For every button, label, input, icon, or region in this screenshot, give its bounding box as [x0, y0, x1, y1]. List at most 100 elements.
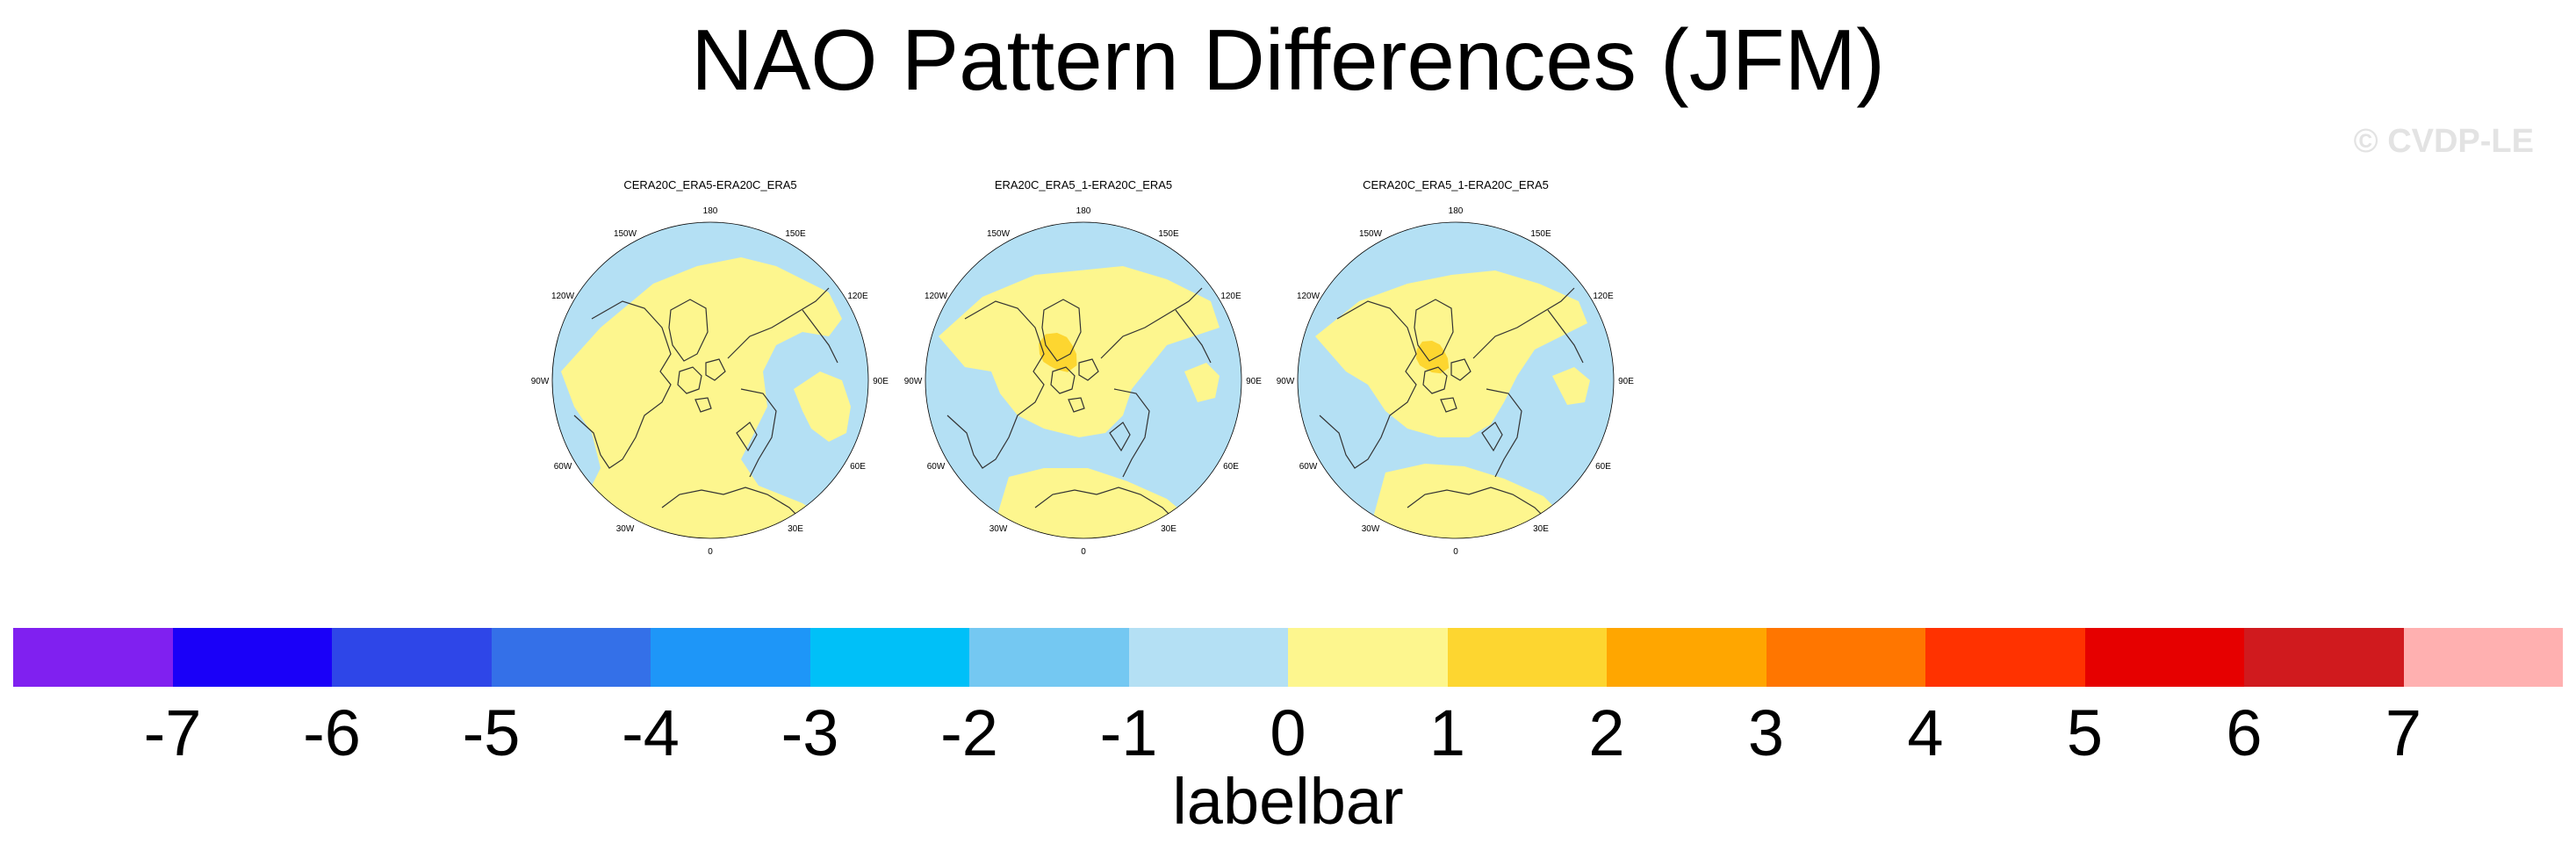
polar-map: 180 150E 120E 90E 60E 30E 0 30W 60W 90W 120W 150W — [1277, 206, 1635, 557]
labelbar-caption: labelbar — [1172, 765, 1404, 838]
longitude-label: 150W — [614, 229, 637, 239]
labelbar-swatch — [332, 628, 492, 687]
longitude-label: 150W — [1359, 229, 1383, 239]
map-boundary — [1297, 221, 1615, 539]
labelbar-swatch — [1128, 628, 1288, 687]
labelbar-tick-label: -4 — [622, 696, 680, 769]
positive-anomaly-area — [561, 257, 842, 538]
coastline — [727, 287, 830, 359]
longitude-label: 60W — [927, 462, 946, 472]
positive-anomaly-area — [1315, 270, 1587, 437]
labelbar-swatch — [2084, 628, 2244, 687]
coastline — [1486, 388, 1522, 478]
longitude-label: 180 — [1076, 206, 1091, 216]
coastline — [1175, 309, 1212, 364]
coastline — [802, 309, 838, 364]
coastline — [740, 388, 777, 478]
positive-anomaly-area — [794, 371, 851, 442]
labelbar-swatch — [1925, 628, 2085, 687]
map-boundary — [551, 221, 869, 539]
longitude-label: 120W — [925, 292, 948, 301]
labelbar-tick-label: 1 — [1428, 696, 1466, 769]
panel-title: CERA20C_ERA5-ERA20C_ERA5 — [623, 178, 797, 191]
anomaly-1-to-2-area — [1416, 341, 1450, 374]
labelbar-tick-label: -1 — [1099, 696, 1158, 769]
longitude-label: 30W — [616, 524, 635, 534]
labelbar-swatch — [1288, 628, 1448, 687]
anomaly-1-to-2-area — [1039, 333, 1077, 372]
positive-anomaly-area — [1184, 363, 1220, 402]
coastline — [1041, 299, 1082, 362]
map-panel-3: CERA20C_ERA5_1-ERA20C_ERA5 180 150E 120E 90… — [1277, 178, 1635, 558]
longitude-label: 120W — [1297, 292, 1320, 301]
coastline — [946, 300, 1045, 469]
labelbar-swatch — [491, 628, 651, 687]
labelbar-swatch — [1766, 628, 1925, 687]
polar-map: 180 150E 120E 90E 60E 30E 0 30W 60W 90W 120W 150W — [531, 206, 889, 557]
longitude-label: 60W — [1299, 462, 1318, 472]
coastline — [1050, 366, 1076, 394]
labelbar-swatch — [172, 628, 332, 687]
labelbar — [13, 628, 2563, 687]
labelbar-swatch — [651, 628, 810, 687]
labelbar-tick-label: 2 — [1588, 696, 1625, 769]
labelbar-tick-label: -7 — [143, 696, 202, 769]
coastline — [705, 358, 726, 381]
labelbar-tick-label: 0 — [1270, 696, 1306, 769]
longitude-label: 60E — [1595, 462, 1611, 472]
longitude-label: 30W — [1362, 524, 1380, 534]
labelbar-swatch — [969, 628, 1129, 687]
panel-title: CERA20C_ERA5_1-ERA20C_ERA5 — [1363, 178, 1549, 191]
coastline — [694, 397, 712, 413]
map-field — [925, 222, 1241, 538]
coastlines — [1319, 287, 1584, 537]
longitude-label: 30E — [788, 524, 803, 534]
labelbar-tick-label: 4 — [1907, 696, 1944, 769]
labelbar-swatch — [2403, 628, 2563, 687]
longitude-label: 30E — [1533, 524, 1549, 534]
longitude-label: 150W — [987, 229, 1011, 239]
labelbar-tick-label: 7 — [2385, 696, 2422, 769]
labelbar-swatch — [1607, 628, 1767, 687]
coastlines — [946, 287, 1212, 537]
coastline — [677, 366, 702, 394]
longitude-label: 90E — [1246, 377, 1262, 386]
coastline — [1319, 300, 1417, 469]
longitude-label: 90W — [904, 377, 923, 386]
map-boundary — [925, 221, 1242, 539]
labelbar-tick-label: 5 — [2066, 696, 2104, 769]
longitude-label: 120E — [1593, 292, 1614, 301]
coastline — [736, 422, 758, 452]
longitude-label: 90E — [873, 377, 889, 386]
labelbar-tick-label: -2 — [940, 696, 998, 769]
coastline — [1100, 287, 1203, 359]
coastline — [1078, 358, 1099, 381]
longitude-label: 120E — [847, 292, 868, 301]
watermark: © CVDP-LE — [2353, 123, 2534, 160]
longitude-label: 30E — [1161, 524, 1176, 534]
labelbar-swatch — [809, 628, 969, 687]
longitude-label: 150E — [1158, 229, 1179, 239]
longitude-label: 150E — [785, 229, 806, 239]
labelbar-tick-label: -6 — [303, 696, 361, 769]
coastline — [1113, 388, 1150, 478]
coastline — [1414, 299, 1454, 362]
coastline — [1547, 309, 1584, 364]
labelbar-tick-label: 3 — [1747, 696, 1785, 769]
longitude-label: 30W — [989, 524, 1008, 534]
longitude-label: 180 — [703, 206, 718, 216]
labelbar-swatch — [1447, 628, 1607, 687]
coastline — [1450, 358, 1471, 381]
labelbar-tick-label: -5 — [462, 696, 521, 769]
longitude-label: 150E — [1530, 229, 1551, 239]
positive-anomaly-area — [939, 266, 1220, 437]
coastline — [1109, 422, 1131, 452]
map-panel-2: ERA20C_ERA5_1-ERA20C_ERA5 180 150E 120E 90E… — [904, 178, 1263, 558]
longitude-label: 90W — [1277, 377, 1295, 386]
labelbar-ticks: -7 -6 -5 -4 -3 -2 -1 0 1 2 3 4 5 6 7 — [13, 694, 2563, 773]
map-field — [1298, 222, 1614, 538]
coastline — [1472, 287, 1575, 359]
longitude-label: 120W — [551, 292, 575, 301]
coastline — [1481, 422, 1503, 452]
positive-anomaly-area — [1552, 367, 1590, 405]
